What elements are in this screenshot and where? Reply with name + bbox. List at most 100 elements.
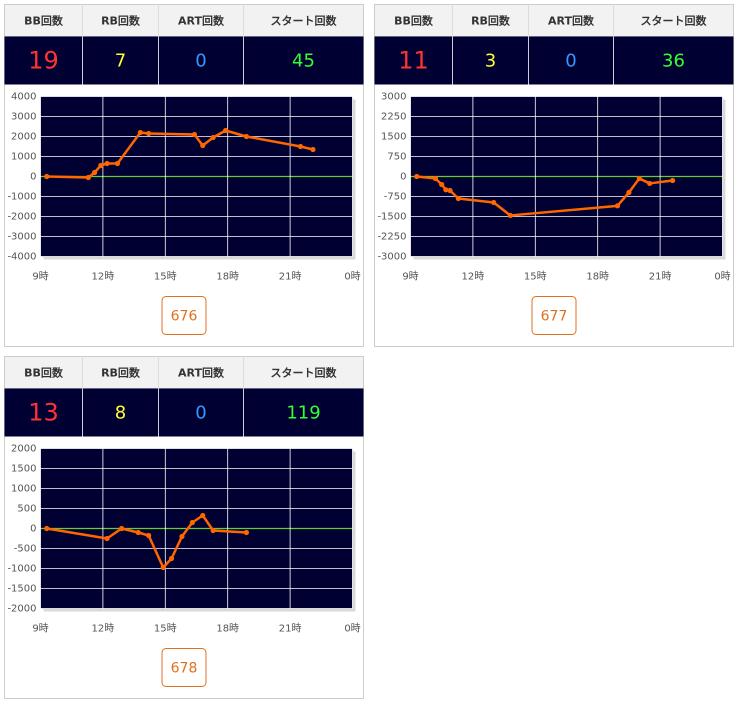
x-tick-label: 18時 — [216, 623, 239, 635]
machine-button-label[interactable]: 678 — [171, 661, 198, 677]
y-tick-label: 2000 — [11, 444, 36, 455]
table-header: RB回数 — [101, 366, 141, 380]
data-point — [626, 189, 632, 196]
y-tick-label: 1000 — [11, 484, 36, 495]
machine-button-frame[interactable] — [531, 296, 577, 335]
machine-button-label[interactable]: 676 — [171, 309, 198, 325]
table-value-bg — [4, 388, 364, 437]
y-tick-label: 3000 — [381, 92, 406, 103]
table-value-bg — [374, 36, 734, 85]
x-tick-label: 0時 — [344, 271, 360, 283]
data-point — [91, 169, 98, 176]
data-point — [439, 181, 445, 188]
y-tick-label: -750 — [384, 192, 407, 203]
table-header: ART回数 — [548, 14, 595, 28]
y-tick-label: -2000 — [7, 212, 36, 223]
machine-button[interactable]: 678 — [161, 648, 207, 687]
data-point — [104, 160, 110, 167]
machine-button-frame[interactable] — [161, 648, 207, 687]
table-header: BB回数 — [394, 14, 434, 28]
x-tick-label: 9時 — [32, 623, 48, 635]
table-value: 8 — [115, 403, 126, 424]
data-line — [46, 514, 247, 569]
table-value: 119 — [286, 403, 320, 424]
data-point — [146, 130, 152, 137]
table-value: 13 — [28, 399, 59, 427]
y-tick-label: -2000 — [7, 604, 36, 615]
table-value: 45 — [292, 51, 315, 72]
x-tick-label: 21時 — [279, 271, 302, 283]
data-point — [210, 134, 216, 141]
data-point — [414, 173, 420, 180]
table-value: 3 — [485, 51, 496, 72]
data-point — [179, 533, 185, 540]
data-point — [310, 146, 316, 153]
y-tick-label: 2000 — [11, 132, 36, 143]
data-point — [210, 527, 216, 534]
y-tick-label: -1500 — [7, 584, 36, 595]
machine-button-frame[interactable] — [161, 296, 207, 335]
table-value: 0 — [195, 51, 206, 72]
table-header: RB回数 — [101, 14, 141, 28]
panel: BB回数 13 RB回数 8 ART回数 0 スタート回数 119 2000 1500 1000 50… — [4, 356, 364, 699]
table-header: BB回数 — [24, 14, 64, 28]
y-tick-label: 0 — [30, 524, 36, 535]
x-tick-label: 12時 — [462, 271, 485, 283]
table-header: ART回数 — [178, 366, 225, 380]
x-tick-label: 15時 — [154, 623, 177, 635]
y-tick-label: 1500 — [11, 464, 36, 475]
data-point — [447, 187, 453, 194]
x-tick-label: 18時 — [586, 271, 609, 283]
table-header: スタート回数 — [641, 14, 708, 28]
data-point — [137, 129, 143, 136]
data-point — [243, 529, 250, 536]
data-point — [647, 180, 653, 187]
table-header-bg — [4, 356, 364, 389]
table-value-bg — [4, 36, 364, 85]
table-header-bg — [374, 4, 734, 37]
x-tick-label: 9時 — [402, 271, 418, 283]
data-point — [44, 525, 50, 532]
machine-button[interactable]: 676 — [161, 296, 207, 335]
data-point — [432, 175, 439, 182]
data-point — [507, 212, 513, 219]
table-value: 36 — [662, 51, 685, 72]
data-point — [443, 187, 449, 193]
y-tick-label: 750 — [387, 152, 406, 163]
data-point — [200, 142, 206, 149]
table-header: BB回数 — [24, 366, 64, 380]
machine-button[interactable]: 677 — [531, 296, 577, 335]
y-tick-label: 2250 — [381, 112, 406, 123]
data-point — [223, 127, 229, 134]
machine-button-label[interactable]: 677 — [541, 309, 568, 325]
panel: BB回数 19 RB回数 7 ART回数 0 スタート回数 45 4000 3000 2000 100… — [4, 4, 364, 347]
table-value: 0 — [195, 403, 206, 424]
table-header: ART回数 — [178, 14, 225, 28]
data-point — [243, 133, 250, 140]
data-point — [200, 512, 206, 519]
data-point — [297, 143, 304, 150]
y-tick-label: -1500 — [377, 212, 406, 223]
data-point — [104, 535, 110, 542]
y-tick-label: 1000 — [11, 152, 36, 163]
y-tick-label: -3000 — [377, 252, 406, 263]
data-point — [669, 177, 676, 184]
data-point — [191, 131, 198, 138]
y-tick-label: -1000 — [7, 192, 36, 203]
data-point — [146, 532, 152, 539]
x-tick-label: 15時 — [524, 271, 547, 283]
x-tick-label: 9時 — [32, 271, 48, 283]
x-tick-label: 0時 — [344, 623, 360, 635]
data-point — [114, 160, 121, 167]
x-tick-label: 21時 — [649, 271, 672, 283]
data-point — [168, 555, 175, 562]
y-tick-label: 0 — [400, 172, 406, 183]
table-value: 7 — [115, 51, 126, 72]
x-tick-label: 12時 — [92, 623, 115, 635]
data-point — [189, 519, 195, 526]
data-point — [119, 525, 125, 532]
data-point — [98, 162, 104, 169]
x-tick-label: 0時 — [714, 271, 730, 283]
table-header: スタート回数 — [271, 366, 338, 380]
